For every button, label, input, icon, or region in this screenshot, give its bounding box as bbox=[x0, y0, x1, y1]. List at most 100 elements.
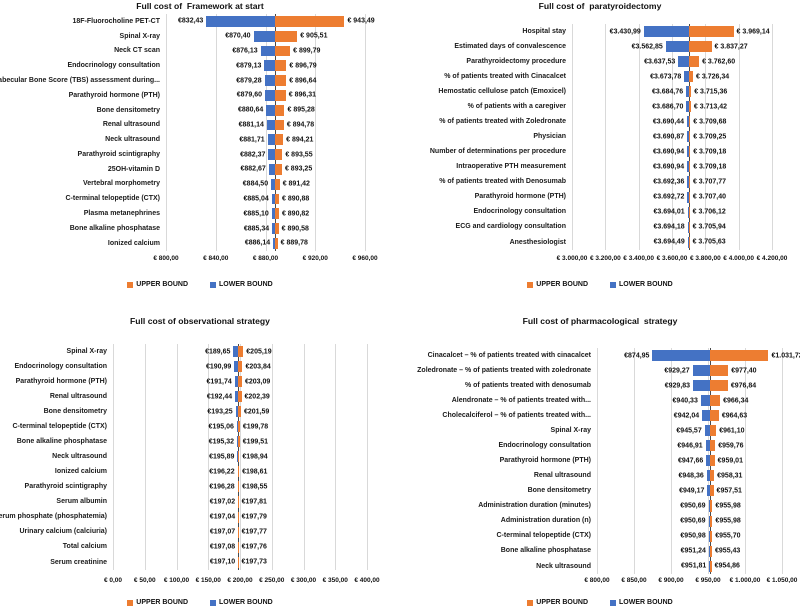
upper-bound-value: €199,51 bbox=[242, 438, 268, 446]
lower-bound-bar bbox=[237, 451, 239, 463]
lower-bound-value: €880,64 bbox=[237, 106, 264, 114]
lower-bound-bar bbox=[687, 146, 689, 158]
tornado-row: % of patients with a caregiver €3.686,70 €… bbox=[400, 99, 800, 114]
lower-bound-bar bbox=[708, 515, 711, 527]
upper-bound-bar bbox=[688, 131, 691, 143]
axis-tick-label: € 350,00 bbox=[322, 577, 348, 584]
lower-bound-swatch bbox=[210, 599, 217, 606]
upper-bound-value: € 896,31 bbox=[288, 91, 317, 99]
row-plot: €947,66 €959,01 bbox=[597, 453, 782, 468]
category-label: Administration duration (minutes) bbox=[478, 502, 591, 510]
gridline-layer bbox=[166, 14, 366, 251]
row-plot: €3.690,94 € 3.709,18 bbox=[572, 144, 772, 159]
gridline bbox=[265, 14, 267, 251]
category-label: Parathyroid hormone (PTH) bbox=[474, 193, 566, 201]
upper-bound-bar bbox=[238, 421, 240, 433]
plot-area: 18F-Fluorocholine PET-CT €832,43 € 943,49 S… bbox=[0, 14, 400, 251]
x-axis: € 0,00 € 50,00 € 100,00 € 150,00 € 200,00 € 2… bbox=[104, 577, 380, 587]
row-plot: €876,13 € 899,79 bbox=[166, 44, 365, 59]
upper-bound-value: € 3.705,63 bbox=[692, 238, 726, 246]
lower-bound-value: €882,67 bbox=[240, 165, 266, 173]
legend-item-upper: UPPER BOUND bbox=[127, 281, 188, 288]
lower-bound-value: €885,10 bbox=[243, 210, 269, 218]
lower-bound-swatch bbox=[610, 281, 617, 288]
upper-bound-value: € 3.726,34 bbox=[696, 73, 730, 81]
upper-bound-swatch bbox=[127, 281, 134, 288]
axis-tick-label: € 950,00 bbox=[695, 577, 721, 584]
upper-bound-bar bbox=[710, 515, 713, 527]
gridline bbox=[597, 348, 598, 574]
lower-bound-bar bbox=[273, 237, 276, 249]
lower-bound-value: €197,04 bbox=[209, 513, 236, 521]
upper-bound-bar bbox=[238, 406, 241, 418]
category-label: Bone alkaline phosphatase bbox=[500, 547, 591, 555]
row-plot: €879,60 € 896,31 bbox=[166, 88, 365, 103]
lower-bound-value: €951,81 bbox=[681, 562, 707, 570]
gridline bbox=[772, 24, 773, 250]
gridline bbox=[335, 344, 337, 570]
lower-bound-value: €3.430,99 bbox=[609, 28, 641, 36]
category-label: Serum phosphate (phosphatemia) bbox=[0, 513, 107, 521]
legend: UPPER BOUND LOWER BOUND bbox=[400, 281, 800, 288]
upper-bound-bar bbox=[275, 45, 291, 57]
row-plot: €3.690,87 € 3.709,25 bbox=[572, 129, 772, 144]
lower-bound-value: €879,13 bbox=[236, 62, 262, 70]
lower-bound-bar bbox=[265, 89, 276, 101]
tornado-row: Bone densitometry €880,64 € 895,28 bbox=[0, 103, 400, 118]
upper-bound-bar bbox=[275, 30, 298, 42]
row-plot: €189,65 €205,19 bbox=[113, 344, 367, 359]
lower-bound-value: €3.692,72 bbox=[653, 193, 685, 201]
upper-bound-value: € 3.709,68 bbox=[693, 118, 727, 126]
lower-bound-bar bbox=[687, 161, 689, 173]
axis-tick-label: € 3.800,00 bbox=[689, 255, 721, 262]
category-label: Neck CT scan bbox=[114, 47, 160, 55]
chart-panel-paratyroidectomy: Full cost of paratyroidectomy Hospital s… bbox=[400, 0, 800, 306]
tornado-row: Physician €3.690,87 € 3.709,25 bbox=[400, 129, 800, 144]
lower-bound-value: €195,89 bbox=[209, 453, 235, 461]
lower-bound-bar bbox=[706, 455, 711, 467]
upper-bound-bar bbox=[688, 146, 691, 158]
gridline bbox=[365, 14, 366, 251]
axis-tick-label: € 300,00 bbox=[290, 577, 317, 584]
tornado-row: Hemostatic cellulose patch (Emoxicel) €3.… bbox=[400, 84, 800, 99]
row-plot: €197,10 €197,73 bbox=[113, 555, 367, 570]
axis-tick-label: € 800,00 bbox=[153, 255, 179, 262]
upper-bound-bar bbox=[710, 365, 729, 377]
upper-bound-value: €197,73 bbox=[241, 558, 267, 566]
lower-bound-value: €3.673,78 bbox=[650, 73, 682, 81]
row-plot: €946,91 €959,76 bbox=[597, 438, 782, 453]
lower-bound-value: €929,27 bbox=[664, 367, 690, 375]
row-plot: €3.684,76 € 3.715,36 bbox=[572, 84, 772, 99]
upper-bound-value: € 890,82 bbox=[281, 210, 310, 218]
upper-bound-bar bbox=[710, 440, 716, 452]
lower-bound-value: €3.690,87 bbox=[652, 133, 685, 141]
upper-bound-bar bbox=[275, 178, 280, 190]
tornado-row: Zoledronate – % of patients treated with… bbox=[400, 363, 800, 378]
lower-bound-value: €882,37 bbox=[240, 151, 266, 159]
upper-bound-value: € 3.709,18 bbox=[693, 163, 727, 171]
upper-bound-bar bbox=[275, 89, 286, 101]
tornado-row: Hospital stay €3.430,99 € 3.969,14 bbox=[400, 24, 800, 39]
upper-bound-value: € 894,78 bbox=[286, 121, 315, 129]
plot-area: Hospital stay €3.430,99 € 3.969,14 Estimate… bbox=[400, 24, 800, 250]
axis-tick-label: € 850,00 bbox=[621, 577, 647, 584]
lower-bound-bar bbox=[708, 545, 711, 557]
category-label: Total calcium bbox=[62, 543, 107, 551]
row-plot: €3.692,72 € 3.707,40 bbox=[572, 190, 772, 205]
tornado-row: Parathyroid scintigraphy €882,37 € 893,55 bbox=[0, 147, 400, 162]
category-label: Alendronate – % of patients treated with… bbox=[451, 396, 591, 404]
lower-bound-value: €195,06 bbox=[208, 423, 234, 431]
upper-bound-bar bbox=[688, 71, 694, 83]
lower-bound-bar bbox=[708, 500, 711, 512]
lower-bound-bar bbox=[643, 26, 689, 38]
row-plot: €195,32 €199,51 bbox=[113, 434, 367, 449]
gridline bbox=[634, 348, 635, 574]
row-plot: €884,50 € 891,42 bbox=[166, 177, 365, 192]
category-label: Spinal X-ray bbox=[550, 427, 591, 435]
gridline bbox=[738, 24, 740, 250]
upper-bound-value: €202,39 bbox=[244, 393, 270, 401]
legend-lower-label: LOWER BOUND bbox=[219, 281, 273, 288]
category-label: Bone densitometry bbox=[527, 487, 591, 495]
category-label: Intraoperative PTH measurement bbox=[456, 163, 566, 171]
base-axis-line bbox=[275, 14, 277, 251]
